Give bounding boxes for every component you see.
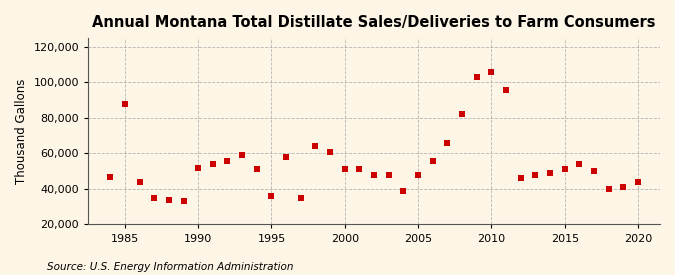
Point [398, 189, 409, 193]
Point [163, 197, 174, 202]
Point [119, 101, 130, 106]
Point [603, 187, 614, 191]
Point [296, 196, 306, 200]
Point [266, 194, 277, 198]
Point [632, 180, 643, 184]
Point [281, 155, 292, 159]
Text: Source: U.S. Energy Information Administration: Source: U.S. Energy Information Administ… [47, 262, 294, 272]
Point [148, 196, 159, 200]
Point [427, 158, 438, 163]
Point [193, 166, 204, 170]
Point [589, 169, 599, 174]
Title: Annual Montana Total Distillate Sales/Deliveries to Farm Consumers: Annual Montana Total Distillate Sales/De… [92, 15, 656, 30]
Point [369, 173, 379, 177]
Point [340, 167, 350, 172]
Point [178, 199, 189, 204]
Point [545, 171, 556, 175]
Point [383, 173, 394, 177]
Point [251, 167, 262, 172]
Point [237, 153, 248, 158]
Point [354, 167, 365, 172]
Point [560, 167, 570, 172]
Point [134, 180, 145, 184]
Point [105, 174, 115, 179]
Point [486, 70, 497, 74]
Point [222, 158, 233, 163]
Point [515, 176, 526, 180]
Point [471, 75, 482, 79]
Point [618, 185, 628, 189]
Y-axis label: Thousand Gallons: Thousand Gallons [15, 79, 28, 184]
Point [442, 141, 453, 145]
Point [207, 162, 218, 166]
Point [530, 173, 541, 177]
Point [310, 144, 321, 148]
Point [457, 112, 468, 117]
Point [325, 150, 335, 154]
Point [501, 87, 512, 92]
Point [412, 173, 423, 177]
Point [574, 162, 585, 166]
